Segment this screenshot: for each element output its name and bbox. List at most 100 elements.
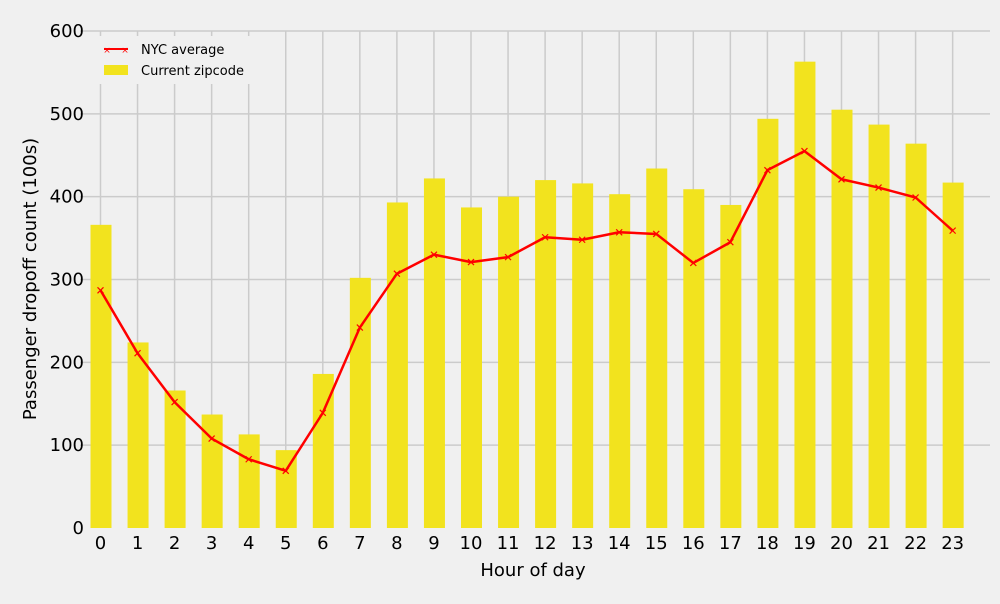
line-point (726, 238, 734, 246)
line-point (504, 253, 512, 261)
point-marker (356, 324, 364, 331)
point-marker (541, 233, 549, 241)
line-point (801, 147, 808, 155)
bar (683, 189, 705, 528)
line-point (652, 230, 660, 238)
x-tick-label: 0 (95, 533, 106, 554)
bar (868, 124, 890, 528)
x-axis-label: Hour of day (480, 560, 586, 581)
bar (461, 207, 482, 528)
line-point (393, 270, 401, 278)
y-tick-label: 600 (50, 21, 84, 42)
line-point (208, 435, 216, 442)
bar (572, 183, 594, 528)
point-marker (912, 194, 920, 201)
point-marker (652, 230, 660, 238)
point-marker (208, 435, 216, 442)
point-marker (430, 251, 438, 259)
bar (386, 202, 408, 528)
line-point (171, 398, 179, 406)
x-tick-label: 18 (756, 533, 779, 554)
bar (757, 118, 779, 528)
line-point (875, 184, 882, 191)
x-tick-label: 9 (428, 533, 439, 554)
y-tick-label: 100 (50, 435, 84, 456)
y-tick-label: 500 (50, 104, 84, 125)
line-point (319, 409, 327, 417)
x-tick-label: 2 (169, 533, 180, 554)
legend-background (92, 36, 260, 84)
x-tick-label: 5 (280, 533, 291, 554)
x-tick-label: 22 (904, 533, 927, 554)
point-marker (578, 236, 586, 244)
point-marker (245, 455, 253, 463)
bar (609, 194, 631, 528)
point-marker (319, 409, 327, 417)
x-tick-label: 17 (719, 533, 742, 554)
line-series-path (99, 149, 954, 473)
legend-bar-label: Current zipcode (141, 64, 244, 79)
legend-line-label: NYC average (141, 43, 224, 58)
x-tick-label: 15 (645, 533, 668, 554)
line-point (356, 324, 364, 331)
legend-line-marker: × (121, 46, 129, 56)
line-point (615, 228, 623, 236)
bar (535, 180, 557, 528)
point-marker (467, 258, 475, 266)
point-marker (504, 253, 512, 261)
bar-series (90, 61, 964, 529)
line-point (949, 227, 957, 235)
point-marker (875, 184, 882, 191)
bar (127, 342, 149, 528)
bar (423, 178, 445, 528)
bar (275, 450, 297, 528)
x-tick-label: 20 (830, 533, 853, 554)
line-point (763, 166, 771, 174)
point-marker (171, 398, 179, 406)
x-tick-label: 7 (354, 533, 365, 554)
bar (942, 182, 964, 528)
point-marker (838, 175, 845, 183)
x-tick-label: 8 (391, 533, 402, 554)
point-marker (134, 349, 141, 357)
line-point (541, 233, 549, 241)
y-tick-label: 0 (73, 518, 84, 539)
legend-bar-swatch (104, 65, 128, 75)
line-point (430, 251, 438, 259)
line-point (467, 258, 475, 266)
x-tick-label: 19 (793, 533, 816, 554)
point-marker (689, 259, 697, 267)
x-tick-label: 10 (460, 533, 483, 554)
point-marker (763, 166, 771, 174)
x-tick-label: 12 (534, 533, 557, 554)
line-point (838, 175, 845, 183)
bar (498, 196, 520, 528)
legend-line-marker: × (103, 46, 111, 56)
x-tick-label: 14 (608, 533, 631, 554)
x-tick-label: 6 (317, 533, 328, 554)
line-point (245, 455, 253, 463)
bar (794, 61, 816, 528)
x-tick-label: 13 (571, 533, 594, 554)
x-tick-label: 21 (867, 533, 890, 554)
point-marker (97, 286, 104, 294)
point-marker (949, 227, 957, 235)
bar (90, 224, 112, 528)
point-marker (393, 270, 401, 278)
bar (164, 390, 186, 528)
line-point (578, 236, 586, 244)
bar (646, 168, 668, 528)
bar (720, 204, 742, 528)
bar (312, 373, 334, 528)
x-tick-label: 23 (941, 533, 964, 554)
point-marker (726, 238, 734, 246)
line-series (97, 147, 957, 475)
line-point (282, 467, 290, 475)
point-marker (801, 147, 808, 155)
line-point (97, 286, 104, 294)
bar (831, 109, 853, 529)
legend: × × NYC average Current zipcode (92, 36, 260, 84)
